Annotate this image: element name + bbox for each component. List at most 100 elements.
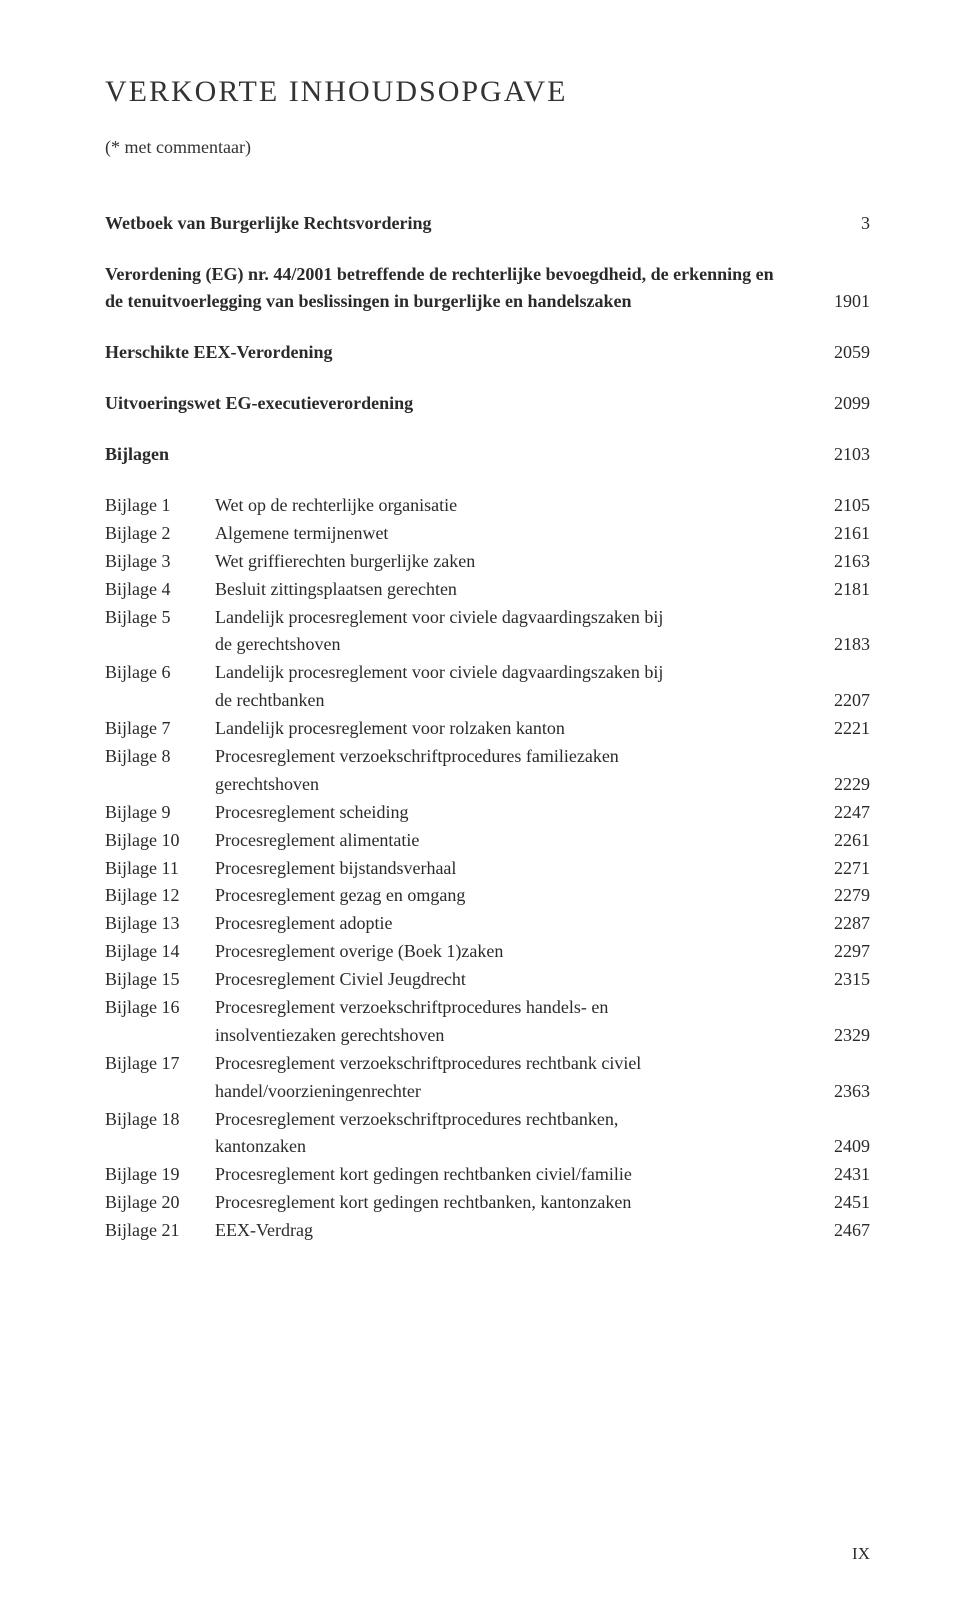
bijlage-description: handel/voorzieningenrechter (215, 1078, 810, 1106)
bijlage-row: Bijlage 19Procesreglement kort gedingen … (105, 1161, 870, 1189)
bijlage-description: Procesreglement verzoekschriftprocedures… (215, 743, 810, 771)
bijlage-number (105, 1022, 215, 1050)
bijlage-page: 2207 (810, 687, 870, 715)
bijlage-description: EEX-Verdrag (215, 1217, 810, 1245)
bijlage-description: de rechtbanken (215, 687, 810, 715)
bijlage-page: 2329 (810, 1022, 870, 1050)
bijlage-row: Bijlage 14Procesreglement overige (Boek … (105, 938, 870, 966)
bijlage-description: Procesreglement kort gedingen rechtbanke… (215, 1161, 810, 1189)
bijlage-description: Landelijk procesreglement voor civiele d… (215, 604, 810, 632)
bijlage-page: 2431 (810, 1161, 870, 1189)
bijlage-number: Bijlage 4 (105, 576, 215, 604)
bijlage-page (810, 1106, 870, 1134)
bijlage-row: Bijlage 10Procesreglement alimentatie226… (105, 827, 870, 855)
toc-entry: Bijlagen 2103 (105, 441, 870, 468)
bijlage-page: 2229 (810, 771, 870, 799)
bijlage-page: 2315 (810, 966, 870, 994)
bijlage-number: Bijlage 16 (105, 994, 215, 1022)
bijlage-number: Bijlage 9 (105, 799, 215, 827)
bijlage-row: Bijlage 20Procesreglement kort gedingen … (105, 1189, 870, 1217)
bijlage-page: 2271 (810, 855, 870, 883)
bijlage-description: Wet op de rechterlijke organisatie (215, 492, 810, 520)
bijlage-page: 2221 (810, 715, 870, 743)
bijlage-row: Bijlage 5Landelijk procesreglement voor … (105, 604, 870, 632)
bijlage-page: 2247 (810, 799, 870, 827)
bijlage-row: Bijlage 1Wet op de rechterlijke organisa… (105, 492, 870, 520)
bijlage-row: Bijlage 8Procesreglement verzoekschriftp… (105, 743, 870, 771)
bijlage-description: Procesreglement bijstandsverhaal (215, 855, 810, 883)
bijlage-row: Bijlage 7Landelijk procesreglement voor … (105, 715, 870, 743)
bijlage-number: Bijlage 10 (105, 827, 215, 855)
bijlage-number (105, 1133, 215, 1161)
bijlage-number: Bijlage 3 (105, 548, 215, 576)
toc-entry-label: Uitvoeringswet EG-executieverordening (105, 390, 810, 417)
bijlage-row: Bijlage 9Procesreglement scheiding2247 (105, 799, 870, 827)
bijlage-description: Besluit zittingsplaatsen gerechten (215, 576, 810, 604)
bijlage-row: Bijlage 11Procesreglement bijstandsverha… (105, 855, 870, 883)
bijlage-page (810, 1050, 870, 1078)
bijlage-number: Bijlage 15 (105, 966, 215, 994)
bijlage-description: Procesreglement verzoekschriftprocedures… (215, 994, 810, 1022)
bijlage-row: Bijlage 2Algemene termijnenwet2161 (105, 520, 870, 548)
bijlage-page: 2287 (810, 910, 870, 938)
toc-entry: Herschikte EEX-Verordening 2059 (105, 339, 870, 366)
bijlage-page: 2409 (810, 1133, 870, 1161)
bijlage-page: 2467 (810, 1217, 870, 1245)
bijlage-page: 2181 (810, 576, 870, 604)
bijlage-row: Bijlage 6Landelijk procesreglement voor … (105, 659, 870, 687)
bijlage-number: Bijlage 11 (105, 855, 215, 883)
toc-entry-label: Herschikte EEX-Verordening (105, 339, 810, 366)
bijlage-number: Bijlage 2 (105, 520, 215, 548)
bijlage-row: Bijlage 16Procesreglement verzoekschrift… (105, 994, 870, 1022)
bijlage-page (810, 659, 870, 687)
page-number: IX (852, 1544, 870, 1564)
bijlage-number: Bijlage 12 (105, 882, 215, 910)
bijlage-description: Procesreglement kort gedingen rechtbanke… (215, 1189, 810, 1217)
bijlage-description: Procesreglement overige (Boek 1)zaken (215, 938, 810, 966)
bijlage-continuation: handel/voorzieningenrechter2363 (105, 1078, 870, 1106)
bijlage-number (105, 631, 215, 659)
bijlage-description: de gerechtshoven (215, 631, 810, 659)
bijlage-number: Bijlage 21 (105, 1217, 215, 1245)
bijlage-page: 2163 (810, 548, 870, 576)
toc-entry-page: 3 (810, 210, 870, 237)
bijlage-description: gerechtshoven (215, 771, 810, 799)
bijlage-number: Bijlage 5 (105, 604, 215, 632)
bijlage-number: Bijlage 6 (105, 659, 215, 687)
bijlage-continuation: gerechtshoven2229 (105, 771, 870, 799)
bijlage-page (810, 604, 870, 632)
toc-entry: Uitvoeringswet EG-executieverordening 20… (105, 390, 870, 417)
bijlage-row: Bijlage 17Procesreglement verzoekschrift… (105, 1050, 870, 1078)
bijlage-number: Bijlage 19 (105, 1161, 215, 1189)
bijlage-page: 2183 (810, 631, 870, 659)
bijlage-row: Bijlage 13Procesreglement adoptie2287 (105, 910, 870, 938)
bijlage-page: 2105 (810, 492, 870, 520)
toc-entry: Verordening (EG) nr. 44/2001 betreffende… (105, 261, 870, 315)
bijlage-page: 2161 (810, 520, 870, 548)
bijlage-description: Algemene termijnenwet (215, 520, 810, 548)
bijlage-description: Procesreglement adoptie (215, 910, 810, 938)
bijlage-page: 2261 (810, 827, 870, 855)
page-heading: VERKORTE INHOUDSOPGAVE (105, 75, 870, 109)
bijlage-description: Procesreglement alimentatie (215, 827, 810, 855)
bijlage-description: Landelijk procesreglement voor civiele d… (215, 659, 810, 687)
bijlage-number: Bijlage 18 (105, 1106, 215, 1134)
bijlage-description: kantonzaken (215, 1133, 810, 1161)
bijlage-description: Procesreglement verzoekschriftprocedures… (215, 1050, 810, 1078)
bijlage-continuation: de gerechtshoven2183 (105, 631, 870, 659)
toc-entry-label: Bijlagen (105, 441, 810, 468)
bijlage-continuation: de rechtbanken2207 (105, 687, 870, 715)
bijlage-number: Bijlage 8 (105, 743, 215, 771)
bijlage-number: Bijlage 20 (105, 1189, 215, 1217)
toc-entry-page: 2103 (810, 441, 870, 468)
bijlage-page: 2363 (810, 1078, 870, 1106)
bijlage-number (105, 771, 215, 799)
bijlage-continuation: kantonzaken2409 (105, 1133, 870, 1161)
bijlage-page: 2297 (810, 938, 870, 966)
toc-entry-page: 2059 (810, 339, 870, 366)
bijlage-number: Bijlage 13 (105, 910, 215, 938)
toc-entry-page: 2099 (810, 390, 870, 417)
bijlage-row: Bijlage 21EEX-Verdrag2467 (105, 1217, 870, 1245)
toc-entry-label: Verordening (EG) nr. 44/2001 betreffende… (105, 261, 810, 315)
page-subtitle: (* met commentaar) (105, 137, 870, 158)
